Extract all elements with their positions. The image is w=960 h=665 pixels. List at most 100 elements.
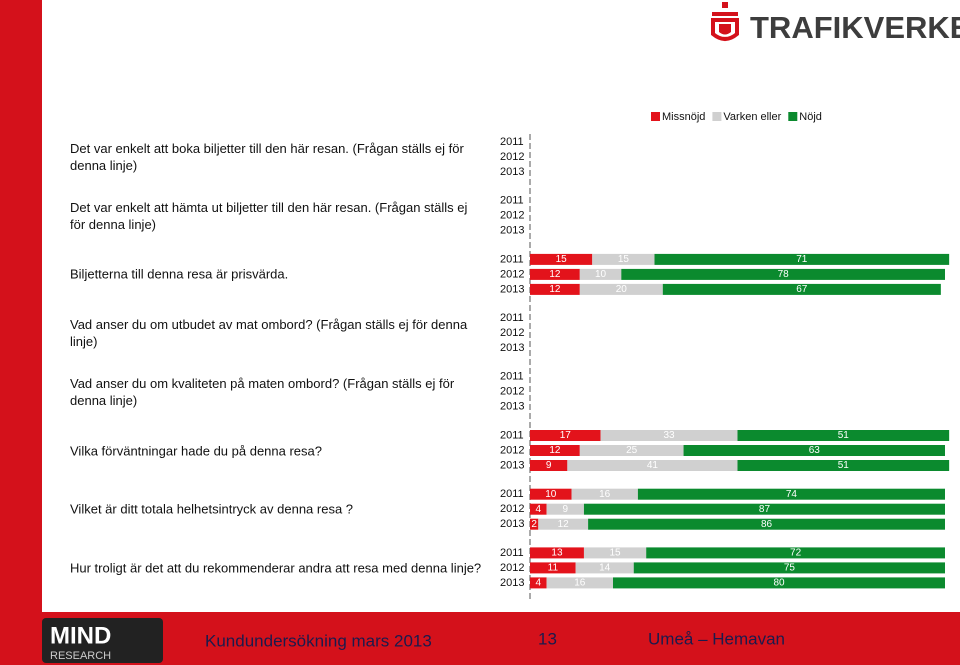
bar-segment <box>530 488 572 500</box>
bar-segment <box>592 253 655 265</box>
bar-segment <box>567 460 738 471</box>
year-label: 2011 <box>500 312 524 324</box>
data-label: 16 <box>599 489 611 500</box>
brand: MIND <box>50 622 111 649</box>
year-label: 2013 <box>500 577 524 589</box>
bar-segment <box>737 460 950 471</box>
data-label: 16 <box>574 578 586 589</box>
footer-text: Kundundersökning mars 2013 <box>205 631 432 650</box>
bar-segment <box>683 445 945 456</box>
data-label: 9 <box>562 504 568 515</box>
data-label: 67 <box>796 284 808 295</box>
year-label: 2011 <box>500 253 524 265</box>
bar-segment <box>546 577 613 589</box>
year-label: 2012 <box>500 386 524 398</box>
bar-segment <box>583 547 647 559</box>
year-label: 2013 <box>500 342 524 354</box>
bar-segment <box>530 577 547 589</box>
year-label: 2012 <box>500 151 524 163</box>
question: Vad anser du om utbudet av mat ombord? (… <box>70 317 468 350</box>
bar-segment <box>575 562 634 574</box>
bar-segment <box>621 268 945 280</box>
data-label: 86 <box>761 519 773 530</box>
bar-segment <box>579 445 684 456</box>
data-label: 74 <box>786 489 798 500</box>
data-label: 4 <box>536 504 542 515</box>
data-label: 15 <box>556 254 568 265</box>
bar-segment <box>613 577 945 589</box>
question: Hur troligt är det att du rekommenderar … <box>70 560 482 576</box>
question: Vilket är ditt totala helhetsintryck av … <box>70 501 354 517</box>
data-label: 63 <box>809 445 821 456</box>
bar-segment <box>654 253 950 265</box>
data-label: 12 <box>558 519 570 530</box>
data-label: 10 <box>595 269 607 280</box>
bar-segment <box>633 562 945 574</box>
footer-route: Umeå – Hemavan <box>648 629 785 648</box>
bar-segment <box>530 268 580 280</box>
legend-label: Nöjd <box>799 111 822 123</box>
bar-segment <box>530 445 580 456</box>
bar-segment <box>737 430 950 441</box>
data-label: 2 <box>531 519 537 530</box>
year-label: 2011 <box>500 371 524 383</box>
data-label: 12 <box>549 445 561 456</box>
year-label: 2012 <box>500 210 524 222</box>
year-label: 2012 <box>500 503 524 515</box>
bar-segment <box>530 547 584 559</box>
data-label: 17 <box>560 430 572 441</box>
legend-swatch <box>712 112 722 121</box>
year-label: 2013 <box>500 225 524 237</box>
bar-segment <box>530 460 568 471</box>
year-label: 2011 <box>500 429 524 441</box>
year-label: 2011 <box>500 136 524 148</box>
question: Vad anser du om kvaliteten på maten ombo… <box>70 375 455 408</box>
data-label: 78 <box>778 269 790 280</box>
data-label: 14 <box>599 563 611 574</box>
bar-segment <box>637 488 945 500</box>
data-label: 12 <box>549 284 561 295</box>
data-label: 20 <box>616 284 628 295</box>
brand-box <box>42 618 163 663</box>
bar-segment <box>530 283 580 295</box>
legend-swatch <box>788 112 798 121</box>
year-label: 2011 <box>500 547 524 559</box>
bar-segment <box>530 430 601 441</box>
bar-segment <box>530 562 576 574</box>
data-label: 87 <box>759 504 771 515</box>
legend-label: Missnöjd <box>662 111 705 123</box>
legend-swatch <box>651 112 660 121</box>
data-label: 10 <box>545 489 557 500</box>
data-label: 12 <box>549 269 561 280</box>
data-label: 75 <box>784 563 796 574</box>
year-label: 2013 <box>500 283 524 295</box>
logo-text: TRAFIKVERKET <box>750 10 960 45</box>
bar-segment <box>579 283 663 295</box>
data-label: 33 <box>663 430 675 441</box>
year-label: 2012 <box>500 444 524 456</box>
year-label: 2011 <box>500 195 524 207</box>
year-label: 2013 <box>500 518 524 530</box>
bar-segment <box>579 268 622 280</box>
question: Vilka förväntningar hade du på denna res… <box>70 443 323 458</box>
side-band <box>0 0 42 612</box>
bar-segment <box>530 518 539 530</box>
legend-label: Varken eller <box>723 111 781 123</box>
data-label: 51 <box>838 460 850 471</box>
year-label: 2012 <box>500 268 524 280</box>
data-label: 51 <box>838 430 850 441</box>
bar-segment <box>588 518 945 530</box>
question: Det var enkelt att hämta ut biljetter ti… <box>70 199 468 232</box>
year-label: 2012 <box>500 562 524 574</box>
bar-segment <box>600 430 738 441</box>
data-label: 9 <box>546 460 552 471</box>
brand-sub: RESEARCH <box>50 650 111 662</box>
data-label: 25 <box>626 445 638 456</box>
year-label: 2013 <box>500 166 524 178</box>
page-number: 13 <box>538 629 557 648</box>
data-label: 80 <box>773 578 785 589</box>
data-label: 11 <box>548 563 559 574</box>
question: Det var enkelt att boka biljetter till d… <box>70 141 464 173</box>
